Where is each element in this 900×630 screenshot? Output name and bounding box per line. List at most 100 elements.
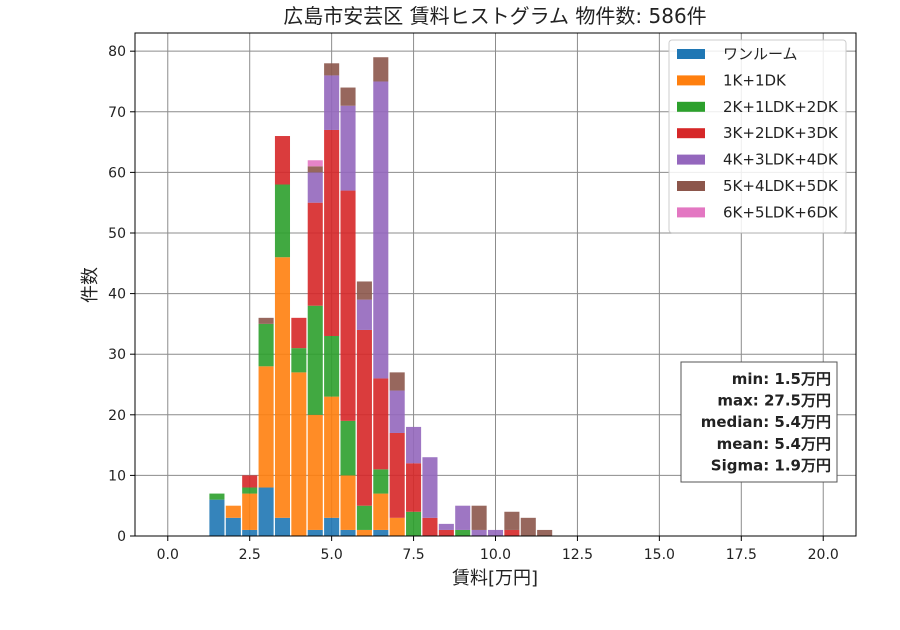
bar-segment	[274, 136, 291, 185]
bar-segment	[406, 463, 422, 512]
legend-label: 5K+4LDK+5DK	[723, 177, 839, 195]
y-tick-label: 50	[108, 226, 126, 242]
x-tick-label: 7.5	[402, 547, 424, 563]
legend-label: 4K+3LDK+4DK	[723, 151, 839, 169]
bar-segment	[389, 517, 405, 536]
bar-segment	[242, 493, 258, 530]
x-tick-label: 12.5	[562, 547, 593, 563]
y-tick-label: 60	[108, 165, 126, 181]
bar-segment	[455, 529, 471, 536]
bar-segment	[471, 505, 487, 530]
y-tick-label: 80	[108, 44, 126, 60]
y-tick-label: 40	[108, 287, 126, 303]
bar-segment	[324, 75, 340, 130]
legend-swatch	[677, 75, 705, 86]
legend-label: 3K+2LDK+3DK	[723, 124, 839, 142]
bar-segment	[389, 432, 405, 518]
y-tick-label: 30	[108, 347, 126, 363]
x-tick-label: 20.0	[808, 547, 839, 563]
bar-segment	[258, 317, 274, 324]
x-tick-label: 0.0	[157, 547, 179, 563]
bar-segment	[307, 305, 323, 415]
bar-segment	[373, 529, 389, 536]
y-tick-label: 70	[108, 105, 126, 121]
bar-segment	[406, 426, 422, 464]
bar-segment	[356, 329, 372, 506]
bar-segment	[340, 105, 356, 191]
bar-segment	[307, 202, 323, 306]
legend-swatch	[677, 101, 705, 112]
legend-swatch	[677, 181, 705, 191]
bar-segment	[307, 529, 323, 536]
bar-segment	[274, 517, 291, 536]
x-tick-label: 2.5	[239, 547, 261, 563]
x-tick-label: 5.0	[321, 547, 343, 563]
legend-frame	[668, 39, 847, 234]
x-tick-label: 15.0	[644, 547, 675, 563]
y-axis-label: 件数	[80, 267, 101, 303]
bar-segment	[356, 299, 372, 330]
stats-line: median: 5.4万円	[701, 413, 831, 431]
legend-label: 2K+1LDK+2DK	[723, 98, 839, 116]
bar-segment	[356, 529, 372, 536]
legend-label: ワンルーム	[723, 45, 798, 63]
bar-segment	[373, 493, 389, 530]
legend-label: 6K+5LDK+6DK	[723, 203, 839, 221]
bar-segment	[274, 184, 291, 258]
bar-segment	[373, 378, 389, 470]
bar-segment	[340, 475, 356, 530]
bar-segment	[340, 87, 356, 106]
bar-segment	[242, 475, 258, 488]
stats-box: min: 1.5万円 max: 27.5万円 median: 5.4万円 mean: …	[680, 361, 838, 483]
bar-segment	[356, 505, 372, 530]
bar-segment	[209, 493, 225, 500]
bar-segment	[356, 281, 372, 300]
bars-group	[209, 57, 553, 536]
x-axis-label: 賃料[万円]	[452, 568, 538, 589]
bar-segment	[438, 529, 454, 536]
bar-segment	[258, 323, 274, 367]
bar-segment	[307, 414, 323, 530]
bar-segment	[291, 372, 307, 536]
stats-line: max: 27.5万円	[717, 392, 831, 410]
bar-segment	[471, 529, 487, 536]
bar-segment	[209, 499, 225, 536]
bar-segment	[307, 172, 323, 203]
bar-segment	[422, 457, 438, 518]
x-tick-label: 10.0	[480, 547, 511, 563]
bar-segment	[324, 396, 340, 518]
legend-swatch	[677, 49, 705, 59]
bar-segment	[324, 336, 340, 397]
bar-segment	[537, 529, 553, 536]
bar-segment	[487, 529, 504, 536]
bar-segment	[274, 257, 291, 518]
bar-segment	[225, 505, 241, 518]
bar-segment	[373, 81, 389, 379]
bar-segment	[389, 390, 405, 433]
bar-segment	[324, 129, 340, 337]
stats-line: mean: 5.4万円	[717, 435, 831, 453]
bar-segment	[340, 190, 356, 421]
stats-frame	[680, 361, 838, 483]
stats-line: Sigma: 1.9万円	[711, 456, 831, 474]
y-tick-label: 20	[108, 408, 126, 424]
bar-segment	[242, 529, 258, 536]
bar-segment	[422, 517, 438, 536]
bar-segment	[504, 511, 520, 530]
bar-segment	[406, 511, 422, 536]
y-tick-label: 0	[117, 529, 126, 545]
bar-segment	[225, 517, 241, 536]
x-axis-ticks: 0.0 2.5 5.0 7.5 10.0 12.5 15.0 17.5 20.0	[157, 536, 839, 563]
y-tick-label: 10	[108, 468, 126, 484]
bar-segment	[504, 529, 520, 536]
bar-segment	[389, 372, 405, 391]
stats-line: min: 1.5万円	[732, 370, 831, 388]
bar-segment	[520, 517, 536, 536]
bar-segment	[438, 523, 454, 530]
bar-segment	[324, 517, 340, 536]
legend: ワンルーム 1K+1DK 2K+1LDK+2DK 3K+2LDK+3DK 4K+3LDK…	[668, 39, 847, 234]
y-axis-ticks: 0 10 20 30 40 50 60 70 80	[108, 44, 135, 545]
x-tick-label: 17.5	[726, 547, 757, 563]
bar-segment	[291, 317, 307, 349]
